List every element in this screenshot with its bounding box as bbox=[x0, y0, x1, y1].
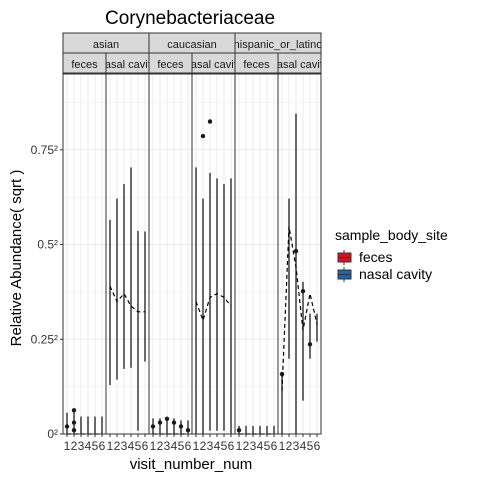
outlier-point bbox=[150, 424, 156, 429]
site-strip-label: nasal cavity bbox=[271, 59, 329, 71]
legend-label: feces bbox=[359, 249, 392, 265]
x-tick-label: 5 bbox=[264, 439, 271, 453]
outlier-point bbox=[171, 420, 177, 425]
outlier-point bbox=[279, 371, 285, 377]
outlier-point bbox=[207, 119, 213, 124]
panel-background bbox=[106, 74, 149, 434]
outlier-point bbox=[236, 428, 242, 433]
x-tick-label: 2 bbox=[71, 439, 78, 453]
panel-1: nasal cavity bbox=[99, 52, 157, 435]
panel-3: nasal cavity bbox=[185, 52, 243, 435]
facet-strip-label: asian bbox=[93, 39, 119, 51]
x-axis-title: visit_number_num bbox=[130, 456, 253, 473]
x-tick-label: 5 bbox=[221, 439, 228, 453]
x-tick-label: 2 bbox=[200, 439, 207, 453]
x-tick-label: 6 bbox=[314, 439, 321, 453]
x-tick-label: 2 bbox=[114, 439, 121, 453]
x-tick-label: 4 bbox=[85, 439, 92, 453]
panel-background bbox=[149, 74, 192, 434]
chart-title: Corynebacteriaceae bbox=[105, 8, 275, 29]
facet-strip-label: caucasian bbox=[167, 39, 217, 51]
y-tick-label: 0² bbox=[47, 427, 58, 441]
panel-0: feces bbox=[62, 52, 107, 435]
y-axis-title: Relative Abundance( sqrt ) bbox=[8, 170, 25, 347]
legend-title: sample_body_site bbox=[335, 227, 448, 243]
y-tick-label: 0.25² bbox=[31, 332, 58, 346]
panel-background bbox=[278, 74, 321, 434]
x-tick-label: 3 bbox=[293, 439, 300, 453]
panel-background bbox=[63, 74, 106, 434]
panel-background bbox=[192, 74, 235, 434]
outlier-point bbox=[293, 248, 299, 254]
mean-trend-line bbox=[195, 293, 232, 323]
outlier-point bbox=[200, 133, 206, 139]
panel-5: nasal cavity bbox=[271, 52, 329, 435]
x-tick-label: 3 bbox=[121, 439, 128, 453]
x-tick-label: 6 bbox=[99, 439, 106, 453]
legend-label: nasal cavity bbox=[359, 266, 432, 282]
panel-4: feces bbox=[234, 52, 279, 435]
x-tick-label: 6 bbox=[271, 439, 278, 453]
site-strip-label: feces bbox=[243, 59, 270, 71]
x-tick-label: 3 bbox=[207, 439, 214, 453]
panel-border bbox=[277, 73, 322, 435]
x-tick-label: 6 bbox=[228, 439, 235, 453]
x-tick-label: 2 bbox=[243, 439, 250, 453]
x-tick-label: 2 bbox=[157, 439, 164, 453]
x-tick-label: 6 bbox=[185, 439, 192, 453]
x-tick-label: 1 bbox=[193, 439, 200, 453]
site-strip bbox=[277, 52, 322, 74]
x-tick-label: 3 bbox=[250, 439, 257, 453]
outlier-point bbox=[300, 289, 306, 294]
facet-strip-label: hispanic_or_latino bbox=[234, 39, 323, 51]
x-tick-label: 1 bbox=[279, 439, 286, 453]
x-tick-label: 3 bbox=[78, 439, 85, 453]
x-tick-label: 4 bbox=[171, 439, 178, 453]
site-strip-label: feces bbox=[157, 59, 184, 71]
legend-entry: feces bbox=[337, 249, 392, 265]
outlier-point bbox=[307, 342, 313, 347]
outlier-point bbox=[71, 428, 77, 433]
y-tick-label: 0.75² bbox=[31, 143, 58, 157]
x-tick-label: 4 bbox=[214, 439, 221, 453]
x-tick-label: 1 bbox=[150, 439, 157, 453]
x-tick-label: 6 bbox=[142, 439, 149, 453]
x-tick-label: 2 bbox=[286, 439, 293, 453]
x-tick-label: 3 bbox=[164, 439, 171, 453]
x-tick-label: 4 bbox=[257, 439, 264, 453]
outlier-point bbox=[157, 420, 163, 425]
outlier-point bbox=[71, 420, 77, 425]
y-axis: 0² 0.25² 0.5² 0.75² bbox=[31, 143, 63, 441]
site-strip-label: nasal cavity bbox=[99, 59, 157, 71]
outlier-point bbox=[64, 424, 70, 429]
x-tick-label: 4 bbox=[300, 439, 307, 453]
panel-2: feces bbox=[148, 52, 193, 435]
mean-trend-line bbox=[109, 286, 145, 313]
legend-entry: nasal cavity bbox=[337, 266, 432, 282]
panel-background bbox=[235, 74, 278, 434]
x-tick-label: 5 bbox=[307, 439, 314, 453]
x-tick-label: 5 bbox=[92, 439, 99, 453]
outlier-point bbox=[164, 416, 170, 422]
x-tick-label: 1 bbox=[236, 439, 243, 453]
outlier-point bbox=[178, 424, 184, 429]
outlier-point bbox=[71, 408, 77, 413]
mean-trend-line bbox=[281, 226, 318, 391]
x-tick-label: 1 bbox=[64, 439, 71, 453]
x-tick-label: 4 bbox=[128, 439, 135, 453]
x-tick-label: 1 bbox=[107, 439, 114, 453]
outlier-point bbox=[185, 428, 191, 433]
x-tick-label: 5 bbox=[135, 439, 142, 453]
site-strip-label: nasal cavity bbox=[185, 59, 243, 71]
x-tick-label: 5 bbox=[178, 439, 185, 453]
y-tick-label: 0.5² bbox=[37, 238, 58, 252]
site-strip-label: feces bbox=[71, 59, 98, 71]
